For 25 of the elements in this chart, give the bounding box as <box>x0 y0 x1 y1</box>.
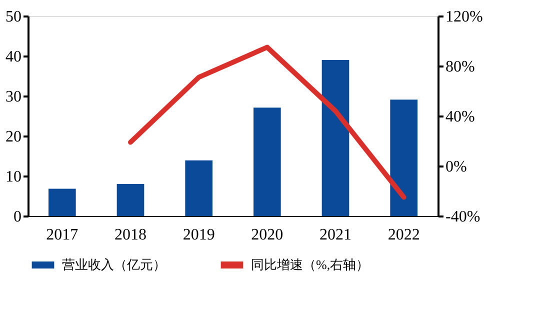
legend-label: 营业收入（亿元） <box>62 257 166 272</box>
bar <box>48 188 76 216</box>
x-tick-label: 2019 <box>182 226 215 244</box>
x-tick-label: 2020 <box>251 226 284 244</box>
x-tick-label: 2022 <box>388 226 420 244</box>
y-tick-label: 50 <box>6 8 22 26</box>
y2-tick-label: -40% <box>446 208 480 226</box>
x-tick-label: 2017 <box>46 226 78 244</box>
y-tick-label: 10 <box>6 168 22 186</box>
bar <box>322 60 350 216</box>
y2-tick-label: 0% <box>446 158 467 176</box>
y2-tick-label: 120% <box>446 8 483 26</box>
y-tick-label: 40 <box>6 48 22 66</box>
y-tick-label: 0 <box>14 208 22 226</box>
x-tick-label: 2018 <box>114 226 146 244</box>
bar <box>254 108 281 216</box>
bar <box>116 184 144 216</box>
y2-tick-label: 40% <box>446 108 475 126</box>
bar <box>185 160 212 216</box>
y-tick-label: 20 <box>6 128 22 146</box>
y-tick-label: 30 <box>6 88 22 106</box>
y2-tick-label: 80% <box>446 58 475 76</box>
legend-label: 同比增速（%,右轴） <box>251 257 370 272</box>
x-tick-label: 2021 <box>320 226 352 244</box>
bar <box>390 100 418 216</box>
